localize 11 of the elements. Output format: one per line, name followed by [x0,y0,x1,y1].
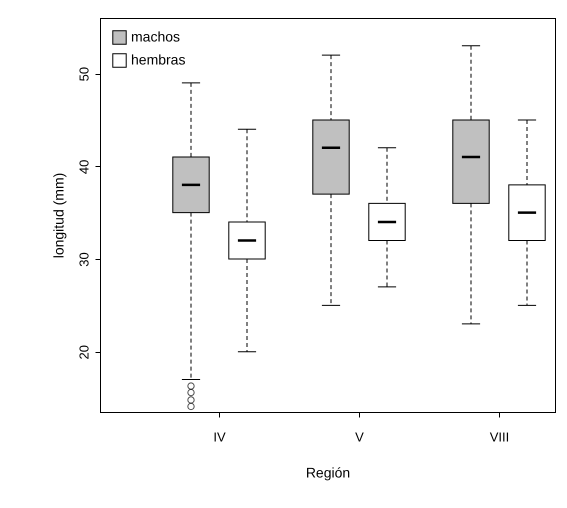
y-tick-label: 50 [76,66,92,82]
y-tick-label: 20 [76,345,92,360]
x-tick-label: IV [213,430,226,444]
legend-label: machos [131,28,180,44]
x-tick-label: V [355,430,364,444]
x-tick-label: VIII [490,430,510,444]
y-tick-label: 40 [76,160,92,174]
x-axis-title: Región [306,464,350,480]
legend-label: hembras [131,52,186,68]
y-tick-label: 30 [76,252,92,267]
y-axis-title: longitud (mm) [50,172,66,258]
